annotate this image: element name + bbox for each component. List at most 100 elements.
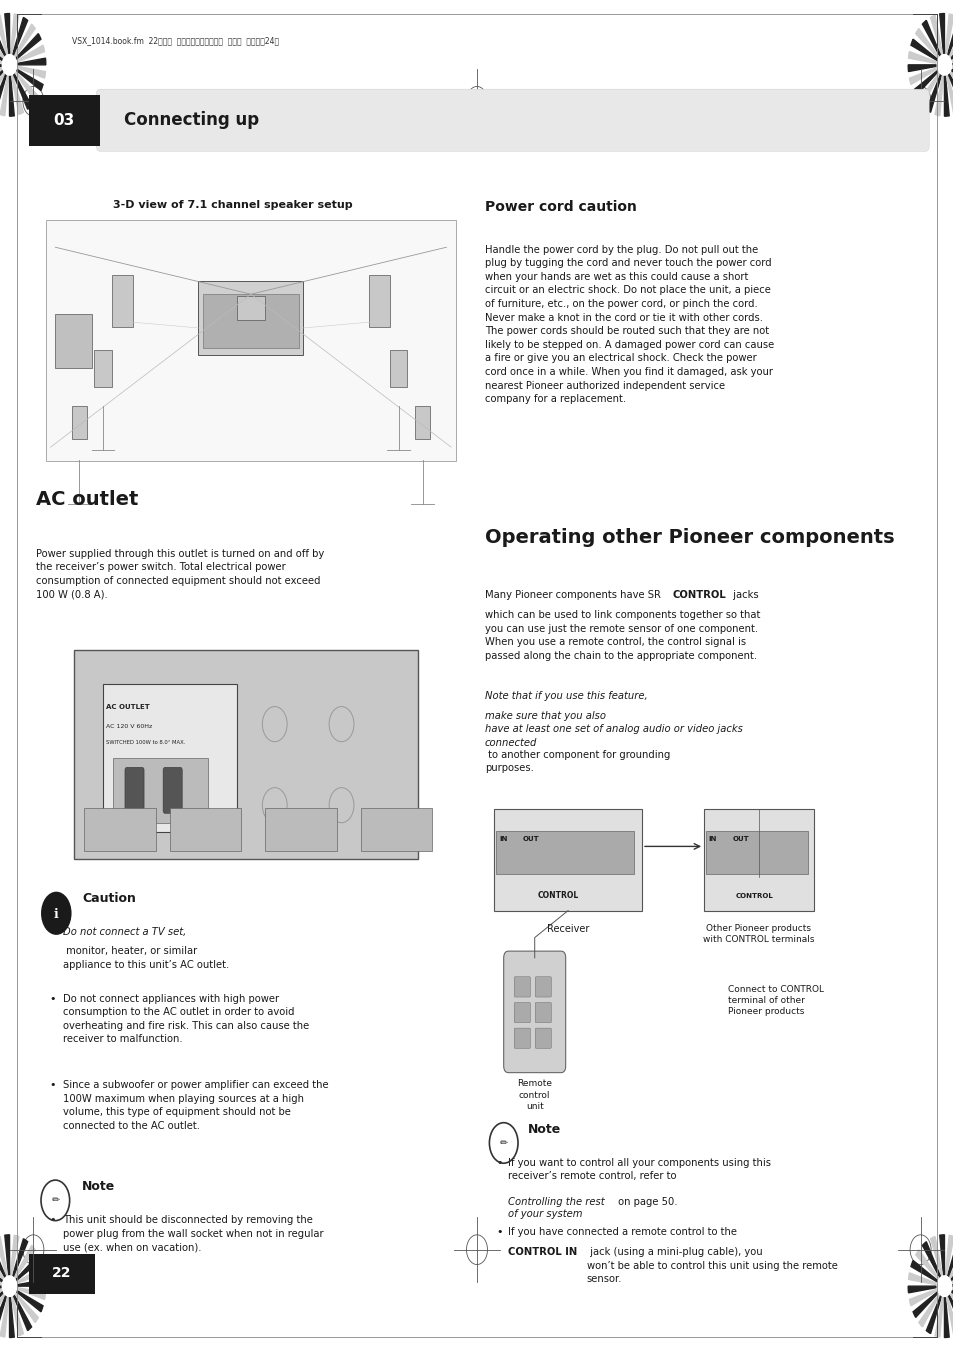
FancyBboxPatch shape [535, 1002, 551, 1023]
Polygon shape [2, 1275, 17, 1297]
FancyBboxPatch shape [125, 767, 144, 813]
Polygon shape [943, 1235, 953, 1286]
FancyBboxPatch shape [103, 684, 236, 832]
Polygon shape [0, 1286, 10, 1317]
Polygon shape [915, 28, 943, 65]
Polygon shape [0, 1286, 10, 1293]
Polygon shape [925, 65, 943, 112]
Polygon shape [929, 1236, 943, 1286]
Polygon shape [0, 1286, 10, 1337]
FancyBboxPatch shape [163, 767, 182, 813]
Polygon shape [943, 1279, 953, 1286]
Text: Handle the power cord by the plug. Do not pull out the
plug by tugging the cord : Handle the power cord by the plug. Do no… [484, 245, 773, 404]
Text: Do not connect a TV set,: Do not connect a TV set, [63, 927, 186, 936]
Text: Note: Note [82, 1181, 115, 1193]
FancyBboxPatch shape [503, 951, 565, 1073]
Polygon shape [0, 39, 10, 65]
Polygon shape [10, 65, 24, 115]
Polygon shape [918, 65, 943, 105]
Polygon shape [943, 65, 953, 101]
FancyBboxPatch shape [96, 89, 928, 151]
Polygon shape [907, 51, 943, 65]
Text: •: • [496, 1228, 502, 1238]
Text: which can be used to link components together so that
you can use just the remot: which can be used to link components tog… [484, 611, 760, 661]
FancyBboxPatch shape [112, 276, 132, 327]
Polygon shape [918, 1286, 943, 1327]
Polygon shape [10, 1286, 14, 1337]
Text: monitor, heater, or similar
appliance to this unit’s AC outlet.: monitor, heater, or similar appliance to… [63, 946, 229, 970]
FancyBboxPatch shape [198, 281, 303, 355]
Polygon shape [10, 1286, 43, 1312]
Polygon shape [10, 1286, 46, 1300]
Polygon shape [943, 1286, 953, 1323]
Text: 3-D view of 7.1 channel speaker setup: 3-D view of 7.1 channel speaker setup [112, 200, 352, 209]
Text: make sure that you also
have at least one set of analog audio or video jacks
con: make sure that you also have at least on… [484, 711, 741, 748]
FancyBboxPatch shape [112, 758, 208, 823]
FancyBboxPatch shape [71, 407, 87, 439]
Polygon shape [0, 28, 10, 65]
Polygon shape [0, 1273, 10, 1286]
Text: Other Pioneer products
with CONTROL terminals: Other Pioneer products with CONTROL term… [702, 924, 814, 944]
Text: Controlling the rest
of your system: Controlling the rest of your system [508, 1197, 604, 1219]
Polygon shape [943, 18, 953, 65]
Polygon shape [10, 1246, 35, 1286]
Polygon shape [915, 1250, 943, 1286]
FancyBboxPatch shape [360, 808, 432, 851]
Text: •: • [50, 1081, 56, 1090]
Polygon shape [907, 1286, 943, 1293]
Polygon shape [943, 1246, 953, 1286]
Text: Power cord caution: Power cord caution [484, 200, 636, 213]
Polygon shape [0, 65, 10, 85]
FancyBboxPatch shape [535, 977, 551, 997]
Polygon shape [2, 54, 17, 76]
Polygon shape [912, 65, 943, 96]
Polygon shape [943, 1286, 948, 1337]
FancyBboxPatch shape [415, 407, 430, 439]
Text: VSX_1014.book.fm  22ページ  ２００４年５月１４日  金曜日  午前９時24分: VSX_1014.book.fm 22ページ ２００４年５月１４日 金曜日 午前… [71, 36, 278, 45]
FancyBboxPatch shape [74, 650, 417, 859]
Polygon shape [943, 65, 953, 109]
Text: •: • [50, 1216, 56, 1225]
Polygon shape [943, 45, 953, 65]
FancyBboxPatch shape [390, 350, 407, 388]
Polygon shape [0, 1286, 10, 1306]
Polygon shape [943, 1255, 953, 1286]
Text: Note that if you use this feature,: Note that if you use this feature, [484, 692, 650, 701]
FancyBboxPatch shape [705, 831, 807, 874]
Polygon shape [10, 14, 19, 65]
Text: Operating other Pioneer components: Operating other Pioneer components [484, 528, 893, 547]
Polygon shape [5, 14, 10, 65]
Polygon shape [10, 65, 38, 101]
FancyBboxPatch shape [514, 977, 530, 997]
Polygon shape [939, 14, 943, 65]
Polygon shape [943, 1286, 953, 1312]
Polygon shape [10, 1279, 46, 1286]
Polygon shape [10, 34, 41, 65]
Polygon shape [908, 1286, 943, 1306]
Text: jack (using a mini-plug cable), you
won’t be able to control this unit using the: jack (using a mini-plug cable), you won’… [586, 1247, 837, 1285]
Text: AC outlet: AC outlet [36, 490, 138, 509]
Text: Remote
control
unit: Remote control unit [517, 1079, 552, 1111]
Text: •: • [496, 1158, 502, 1167]
Polygon shape [0, 1242, 10, 1286]
Polygon shape [0, 1250, 10, 1286]
Polygon shape [0, 15, 10, 65]
FancyBboxPatch shape [84, 808, 155, 851]
Text: 03: 03 [53, 112, 74, 128]
Text: i: i [54, 908, 58, 921]
FancyBboxPatch shape [94, 350, 112, 388]
Polygon shape [5, 1235, 10, 1286]
Text: CONTROL: CONTROL [735, 893, 772, 898]
Polygon shape [943, 1286, 953, 1336]
Polygon shape [925, 1286, 943, 1333]
Text: En: En [56, 1296, 68, 1304]
Polygon shape [943, 1286, 953, 1331]
FancyBboxPatch shape [265, 808, 336, 851]
Polygon shape [0, 65, 10, 105]
FancyBboxPatch shape [703, 809, 813, 911]
Polygon shape [912, 1286, 943, 1317]
Polygon shape [936, 1275, 951, 1297]
Polygon shape [10, 1235, 19, 1286]
Polygon shape [10, 58, 46, 65]
Polygon shape [943, 65, 953, 91]
